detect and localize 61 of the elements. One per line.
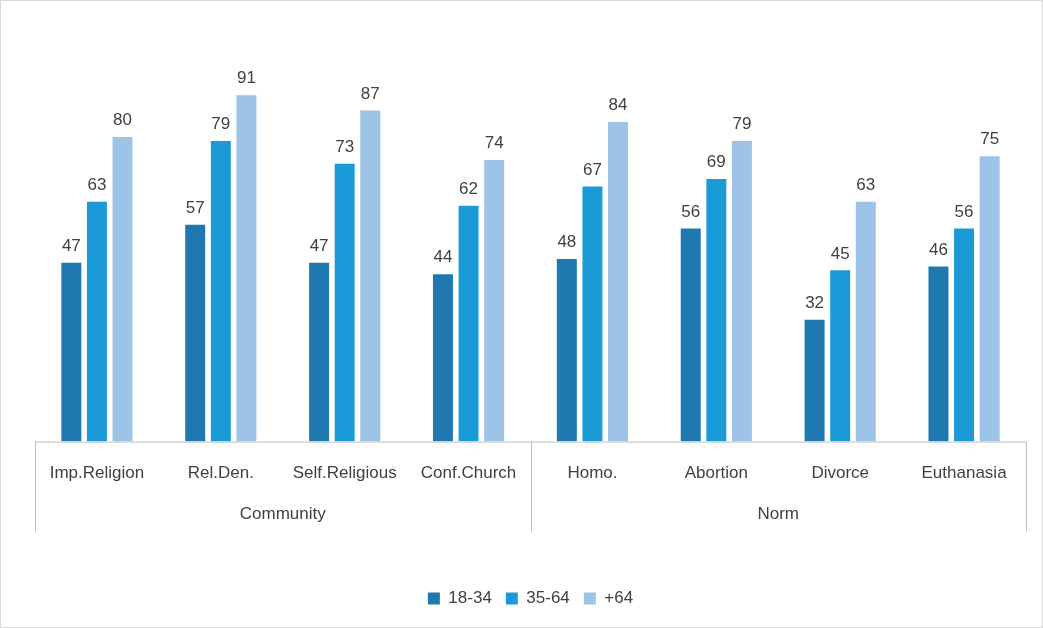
bar bbox=[86, 201, 107, 442]
data-label: 67 bbox=[582, 159, 602, 179]
data-label: 87 bbox=[360, 83, 380, 103]
legend-label: 35-64 bbox=[526, 588, 570, 608]
bar bbox=[185, 224, 206, 442]
bar bbox=[706, 178, 727, 442]
bar bbox=[210, 140, 231, 442]
x-tick-label: Divorce bbox=[811, 463, 869, 483]
bar bbox=[979, 156, 1000, 442]
bar bbox=[804, 319, 825, 442]
data-label: 56 bbox=[954, 201, 974, 221]
bar bbox=[61, 262, 82, 442]
data-label: 62 bbox=[459, 178, 479, 198]
legend-label: +64 bbox=[604, 588, 634, 608]
data-label: 45 bbox=[830, 243, 850, 263]
data-label: 79 bbox=[732, 114, 752, 134]
bar bbox=[432, 274, 453, 442]
data-label: 75 bbox=[980, 129, 1000, 149]
bar bbox=[236, 95, 257, 442]
data-label: 74 bbox=[484, 133, 504, 153]
bar bbox=[334, 163, 355, 442]
x-tick-label: Euthanasia bbox=[921, 463, 1008, 483]
x-tick-label: Abortion bbox=[684, 463, 748, 483]
data-label: 48 bbox=[557, 232, 577, 252]
data-label: 63 bbox=[87, 175, 107, 195]
text: Norm bbox=[757, 504, 800, 524]
bar bbox=[855, 201, 876, 442]
bar bbox=[928, 266, 949, 442]
bar bbox=[954, 228, 975, 442]
data-label: 47 bbox=[61, 235, 81, 255]
legend-label: 18-34 bbox=[448, 588, 492, 608]
bar bbox=[484, 159, 505, 442]
bar bbox=[458, 205, 479, 442]
data-label: 56 bbox=[681, 201, 701, 221]
bar bbox=[556, 258, 577, 442]
data-label: 80 bbox=[113, 110, 132, 130]
bar bbox=[360, 110, 381, 442]
bar bbox=[309, 262, 330, 442]
bar bbox=[608, 121, 629, 442]
x-tick-label: Self.Religious bbox=[292, 463, 397, 483]
data-label: 46 bbox=[929, 239, 948, 259]
data-label: 79 bbox=[211, 114, 231, 134]
data-label: 69 bbox=[706, 152, 726, 172]
x-tick-label: Conf.Church bbox=[420, 463, 517, 483]
bar bbox=[830, 270, 851, 442]
data-label: 47 bbox=[309, 235, 329, 255]
data-label: 73 bbox=[335, 136, 355, 156]
x-tick-label: Imp.Religion bbox=[49, 463, 145, 483]
bar bbox=[731, 140, 752, 442]
text: Community bbox=[239, 504, 327, 524]
data-label: 84 bbox=[608, 95, 628, 115]
data-label: 91 bbox=[236, 68, 256, 88]
data-label: 63 bbox=[856, 175, 876, 195]
bar bbox=[112, 137, 133, 442]
data-label: 32 bbox=[805, 293, 825, 312]
data-label: 57 bbox=[185, 197, 205, 217]
bar bbox=[680, 228, 701, 442]
data-label: 44 bbox=[433, 247, 453, 267]
x-tick-label: Homo. bbox=[567, 463, 618, 483]
bar bbox=[582, 186, 603, 442]
x-tick-label: Rel.Den. bbox=[187, 463, 254, 483]
